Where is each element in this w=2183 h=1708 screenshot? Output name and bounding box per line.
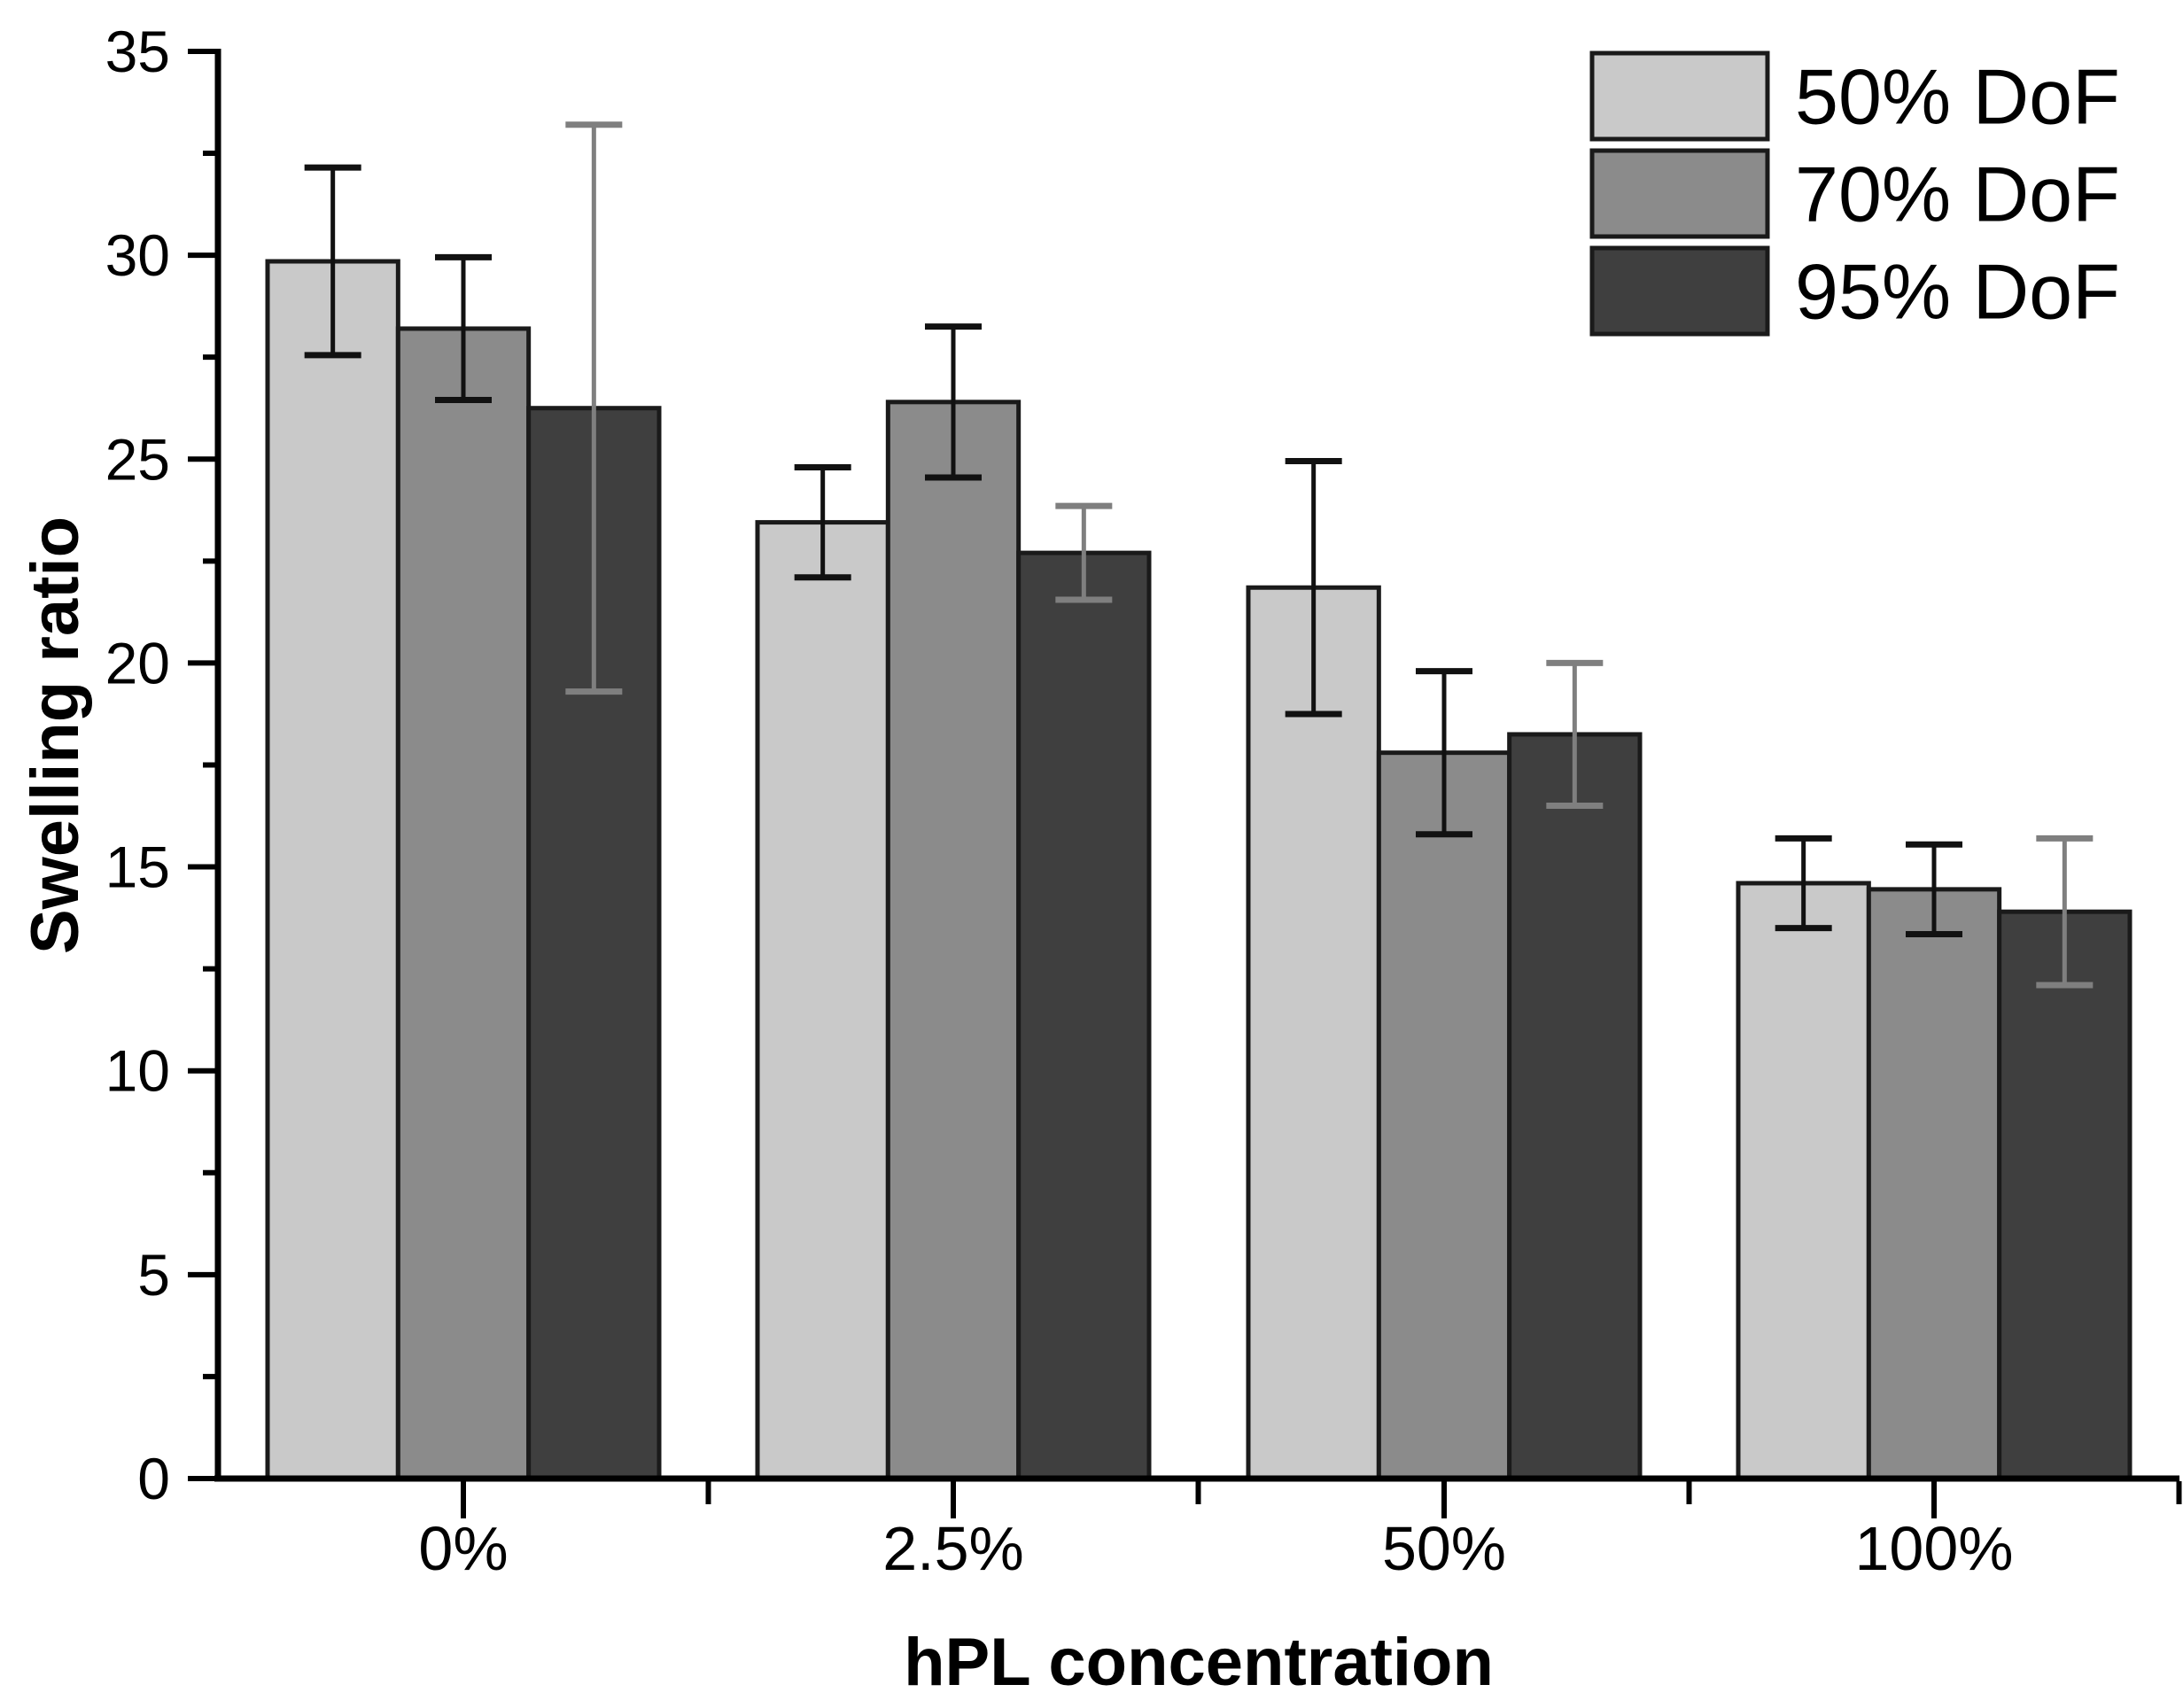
bar-70DoF-2.5% — [885, 400, 1022, 1481]
x-category-label-100%: 100% — [1854, 1514, 2013, 1583]
y-tick-label-10: 10 — [105, 1038, 170, 1104]
legend-swatch-95DoF — [1589, 245, 1770, 337]
y-tick-label-35: 35 — [105, 19, 170, 84]
bar-50DoF-50% — [1246, 585, 1381, 1481]
y-tick-label-5: 5 — [137, 1242, 170, 1308]
bar-70DoF-50% — [1376, 750, 1512, 1481]
legend-label-70DoF: 70% DoF — [1795, 151, 2120, 238]
legend-swatch-70DoF — [1589, 148, 1770, 239]
bar-95DoF-50% — [1507, 732, 1643, 1481]
x-axis-title: hPL concentration — [904, 1625, 1494, 1700]
y-axis-title: Swelling ratio — [18, 516, 93, 954]
y-tick-label-15: 15 — [105, 835, 170, 900]
bar-50DoF-0% — [265, 259, 400, 1481]
chart-render-root: 0 5 10 15 20 25 30 35 0% 2.5% 50% 100% 50% DoF 70% Do… — [105, 19, 2182, 1583]
bar-70DoF-0% — [395, 326, 532, 1481]
bar-50DoF-100% — [1736, 881, 1871, 1481]
bar-50DoF-2.5% — [755, 520, 890, 1481]
y-tick-label-25: 25 — [105, 426, 170, 492]
y-tick-label-20: 20 — [105, 630, 170, 695]
legend-label-95DoF: 95% DoF — [1795, 248, 2120, 336]
x-category-label-0%: 0% — [418, 1514, 508, 1583]
bar-95DoF-2.5% — [1016, 550, 1152, 1481]
x-category-label-50%: 50% — [1382, 1514, 1506, 1583]
y-tick-label-30: 30 — [105, 222, 170, 288]
x-category-label-2.5%: 2.5% — [882, 1514, 1024, 1583]
legend-label-50DoF: 50% DoF — [1795, 53, 2120, 141]
y-tick-label-0: 0 — [137, 1446, 170, 1511]
bar-70DoF-100% — [1866, 887, 2002, 1481]
legend-swatch-50DoF — [1589, 50, 1770, 142]
bar-95DoF-100% — [1997, 909, 2133, 1481]
